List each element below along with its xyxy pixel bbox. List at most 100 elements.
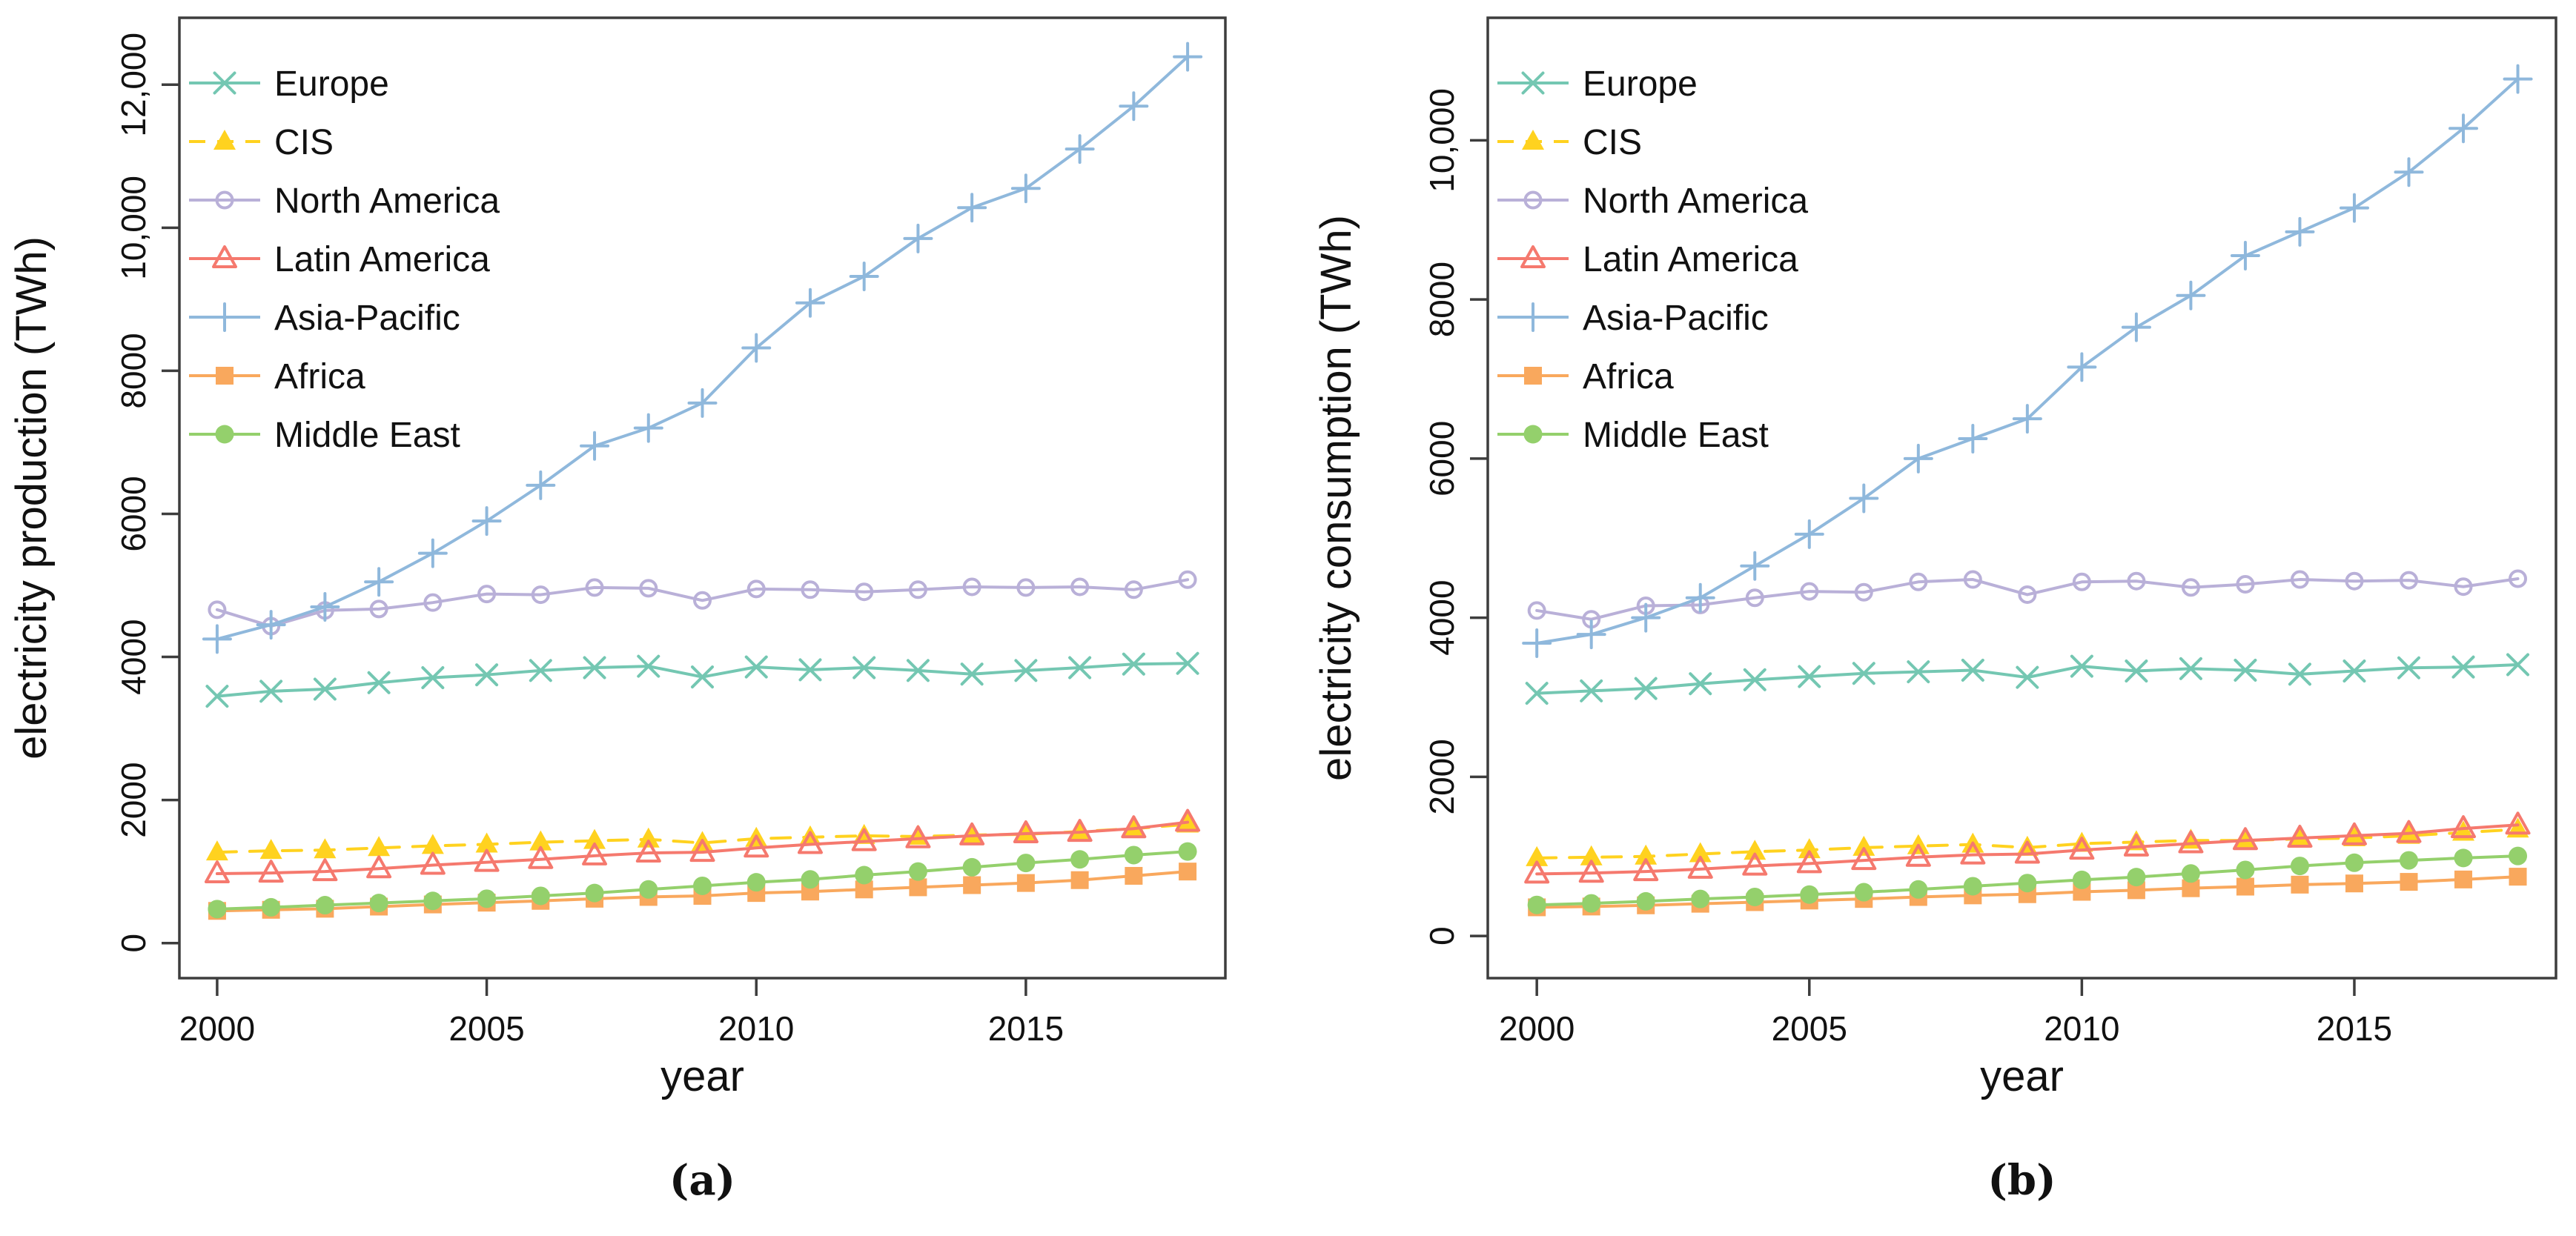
triangle-filled-marker xyxy=(475,832,498,853)
square-filled-marker xyxy=(963,876,981,894)
triangle-open-marker xyxy=(1013,820,1039,843)
circle-open-marker xyxy=(2399,571,2418,590)
legend-item-north-america: North America xyxy=(189,182,500,221)
legend-label: CIS xyxy=(1583,123,1642,162)
circle-filled-marker xyxy=(1178,842,1197,861)
square-filled-marker xyxy=(1179,863,1197,881)
triangle-open-marker xyxy=(635,840,661,863)
x-marker xyxy=(2506,653,2530,677)
legend-item-latin-america: Latin America xyxy=(1497,240,1798,279)
triangle-filled-marker xyxy=(205,840,228,861)
legend: Europe CIS North America Latin America Asia-… xyxy=(189,64,500,455)
x-marker xyxy=(691,665,714,689)
plus-marker xyxy=(364,567,394,597)
triangle-filled-marker xyxy=(1689,842,1712,863)
y-axis-title: electricity consumption (TWh) xyxy=(1312,215,1360,781)
y-tick-label: 4000 xyxy=(1423,579,1461,655)
x-marker xyxy=(906,659,930,682)
circle-filled-marker xyxy=(1636,891,1655,911)
circle-filled-marker xyxy=(746,873,766,892)
triangle-filled-marker xyxy=(1522,130,1544,150)
square-filled-marker xyxy=(1125,866,1143,885)
legend-item-europe: Europe xyxy=(1497,64,1698,104)
triangle-open-marker xyxy=(797,831,823,854)
plus-marker xyxy=(2448,113,2479,144)
triangle-open-marker xyxy=(2287,825,2313,848)
circle-filled-marker xyxy=(1854,883,1873,902)
triangle-open-marker xyxy=(1121,815,1147,839)
x-marker xyxy=(529,659,552,682)
plus-marker xyxy=(202,624,232,654)
plus-marker xyxy=(256,610,286,640)
y-tick-label: 2000 xyxy=(1423,739,1461,814)
plus-marker xyxy=(633,413,663,443)
x-marker xyxy=(1176,651,1199,675)
circle-open-marker xyxy=(962,577,981,597)
x-marker xyxy=(259,680,283,703)
plus-marker xyxy=(1522,628,1552,658)
legend-label: North America xyxy=(274,182,500,221)
y-tick-label: 6000 xyxy=(114,476,153,551)
circle-open-marker xyxy=(693,591,712,610)
legend-label: Europe xyxy=(1583,64,1698,104)
legend-label: CIS xyxy=(274,123,334,162)
x-marker xyxy=(313,677,337,701)
circle-open-marker xyxy=(2454,577,2473,597)
circle-open-marker xyxy=(2072,572,2091,591)
x-marker xyxy=(1068,656,1092,680)
circle-open-marker xyxy=(855,582,874,602)
legend: Europe CIS North America Latin America Asia-… xyxy=(1497,64,1808,455)
triangle-filled-marker xyxy=(1068,820,1091,840)
circle-open-marker xyxy=(1854,582,1873,602)
plus-marker xyxy=(210,302,239,332)
x-marker xyxy=(1521,71,1545,95)
triangle-open-marker xyxy=(1687,855,1713,879)
square-filled-marker xyxy=(2509,868,2527,886)
circle-filled-marker xyxy=(639,880,658,899)
circle-open-marker xyxy=(1745,588,1764,608)
legend-item-africa: Africa xyxy=(1497,357,1674,396)
circle-open-marker xyxy=(423,593,443,612)
x-marker xyxy=(744,655,768,679)
triangle-filled-marker xyxy=(314,838,337,859)
triangle-filled-marker xyxy=(421,834,444,854)
triangle-open-marker xyxy=(1960,841,1986,865)
series-middle-east xyxy=(208,842,1197,919)
series-line-north-america xyxy=(1535,577,2520,621)
circle-open-marker xyxy=(1523,190,1543,210)
triangle-filled-marker xyxy=(1635,844,1658,865)
triangle-filled-marker xyxy=(961,823,984,843)
y-axis: 0 2000 4000 6000 8000 10,000 12,000 electricity… xyxy=(7,33,179,952)
circle-filled-marker xyxy=(2181,864,2200,883)
plus-marker xyxy=(795,288,825,318)
plot-border xyxy=(1486,16,2557,980)
plus-marker xyxy=(1903,443,1933,474)
triangle-filled-marker xyxy=(259,839,282,860)
x-marker xyxy=(1525,682,1549,705)
circle-filled-marker xyxy=(908,862,927,881)
circle-open-marker xyxy=(2236,575,2255,594)
plus-marker xyxy=(417,538,448,568)
triangle-filled-marker xyxy=(1798,838,1821,859)
circle-open-marker xyxy=(1124,580,1143,599)
circle-filled-marker xyxy=(585,883,604,903)
subfigure-caption-b: (b) xyxy=(1987,1156,2056,1205)
circle-filled-marker xyxy=(315,896,334,915)
series-europe xyxy=(1525,653,2530,705)
legend-label: Africa xyxy=(274,357,365,396)
circle-filled-marker xyxy=(262,897,281,917)
circle-filled-marker xyxy=(1016,854,1036,873)
x-marker xyxy=(637,654,660,678)
triangle-open-marker xyxy=(744,834,769,858)
circle-open-marker xyxy=(639,579,658,598)
x-tick-label: 2000 xyxy=(179,1009,255,1048)
x-marker xyxy=(421,666,445,690)
x-marker xyxy=(2125,659,2148,683)
x-marker xyxy=(2342,659,2366,683)
x-marker xyxy=(2016,665,2039,689)
triangle-filled-marker xyxy=(2234,828,2257,849)
x-marker xyxy=(1580,679,1603,702)
series-asia-pacific xyxy=(1522,64,2533,658)
